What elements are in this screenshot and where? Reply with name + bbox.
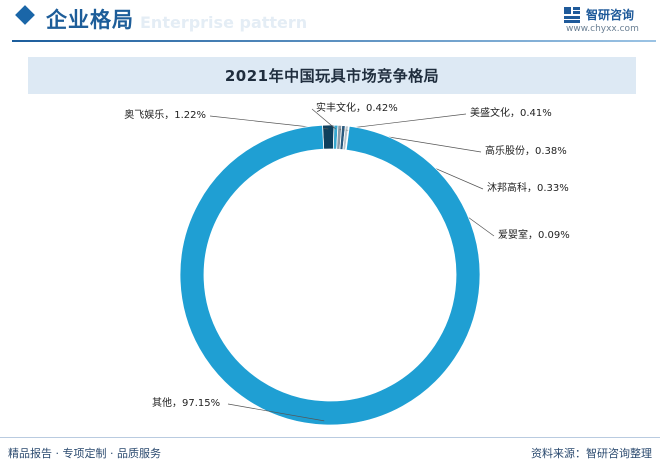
slice-label: 美盛文化，0.41% [470, 108, 552, 119]
slice-label: 高乐股份，0.38% [485, 146, 567, 157]
chart-title: 2021年中国玩具市场竞争格局 [224, 67, 440, 85]
slice-label: 爱婴室，0.09% [498, 230, 570, 241]
chart-title-band: 2021年中国玩具市场竞争格局 [28, 57, 636, 94]
donut-slice [179, 124, 481, 426]
brand-icon [564, 7, 580, 23]
header-watermark: Enterprise pattern [140, 13, 308, 32]
leader-line [339, 113, 467, 130]
brand-url: www.chyxx.com [566, 24, 639, 34]
footer-tagline: 精品报告 · 专项定制 · 品质服务 [8, 447, 161, 460]
slice-label: 沐邦高科，0.33% [487, 183, 569, 194]
footer-divider [0, 437, 660, 438]
page-header: Enterprise pattern 企业格局 智研咨询 www.chyxx.c… [0, 0, 660, 40]
slice-label: 实丰文化，0.42% [316, 103, 398, 114]
slice-label: 奥飞娱乐，1.22% [124, 110, 206, 121]
page-title: 企业格局 [46, 8, 134, 32]
footer-source: 资料来源：智研咨询整理 [531, 447, 652, 460]
header-divider [12, 40, 656, 42]
slice-label: 其他，97.15% [152, 398, 221, 409]
brand-logo: 智研咨询 www.chyxx.com [564, 6, 654, 36]
leader-line [311, 108, 337, 130]
brand-name: 智研咨询 [586, 8, 635, 22]
leader-line [227, 403, 325, 422]
